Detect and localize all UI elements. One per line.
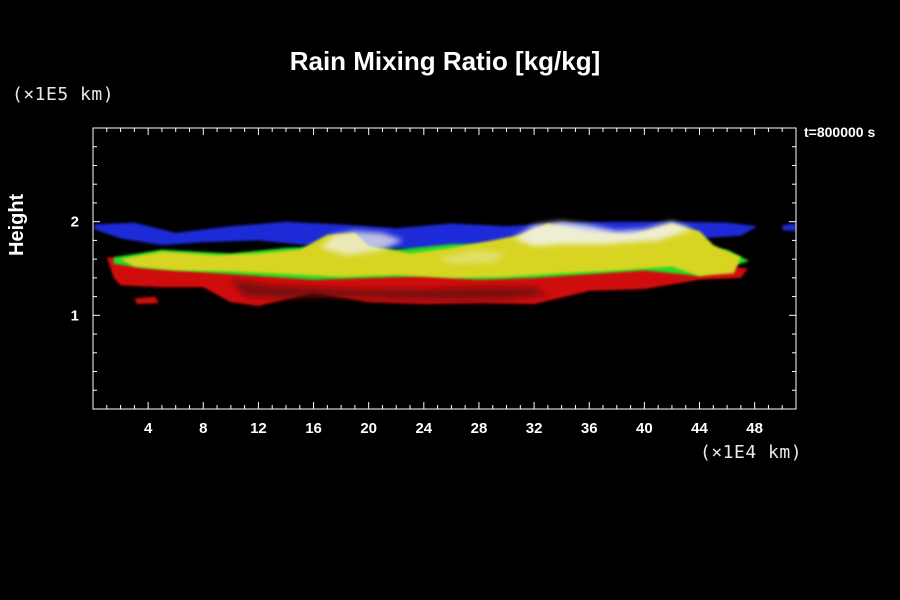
x-tick-label: 40 — [636, 420, 653, 437]
x-tick-label: 4 — [144, 420, 153, 437]
x-tick-label: 32 — [526, 420, 543, 437]
x-tick-label: 48 — [746, 420, 763, 437]
red-fragment — [134, 296, 160, 305]
x-tick-label: 16 — [305, 420, 322, 437]
dark-red-core — [230, 279, 548, 301]
blue-tail — [782, 223, 796, 231]
x-tick-label: 20 — [360, 420, 377, 437]
x-tick-label: 44 — [691, 420, 708, 437]
x-axis-unit: (×1E4 km) — [700, 442, 803, 463]
x-tick-label: 24 — [415, 420, 432, 437]
x-tick-label: 12 — [250, 420, 267, 437]
x-tick-label: 36 — [581, 420, 598, 437]
x-tick-label: 8 — [199, 420, 207, 437]
y-axis-unit: (×1E5 km) — [12, 84, 115, 105]
time-label: t=800000 s — [804, 124, 876, 140]
x-axis: 4 8 12 16 20 24 28 32 36 40 44 48 — [106, 128, 783, 437]
y-axis: 12 — [71, 146, 796, 391]
x-tick-label: 28 — [471, 420, 488, 437]
white-core-left — [320, 231, 404, 256]
white-core — [513, 221, 693, 246]
chart-title: Rain Mixing Ratio [kg/kg] — [289, 46, 601, 76]
pale-core-mid — [437, 249, 507, 264]
y-tick-label: 1 — [71, 307, 79, 324]
rain-field — [94, 221, 796, 306]
y-tick-label: 2 — [71, 214, 79, 231]
plot-frame — [92, 127, 797, 410]
